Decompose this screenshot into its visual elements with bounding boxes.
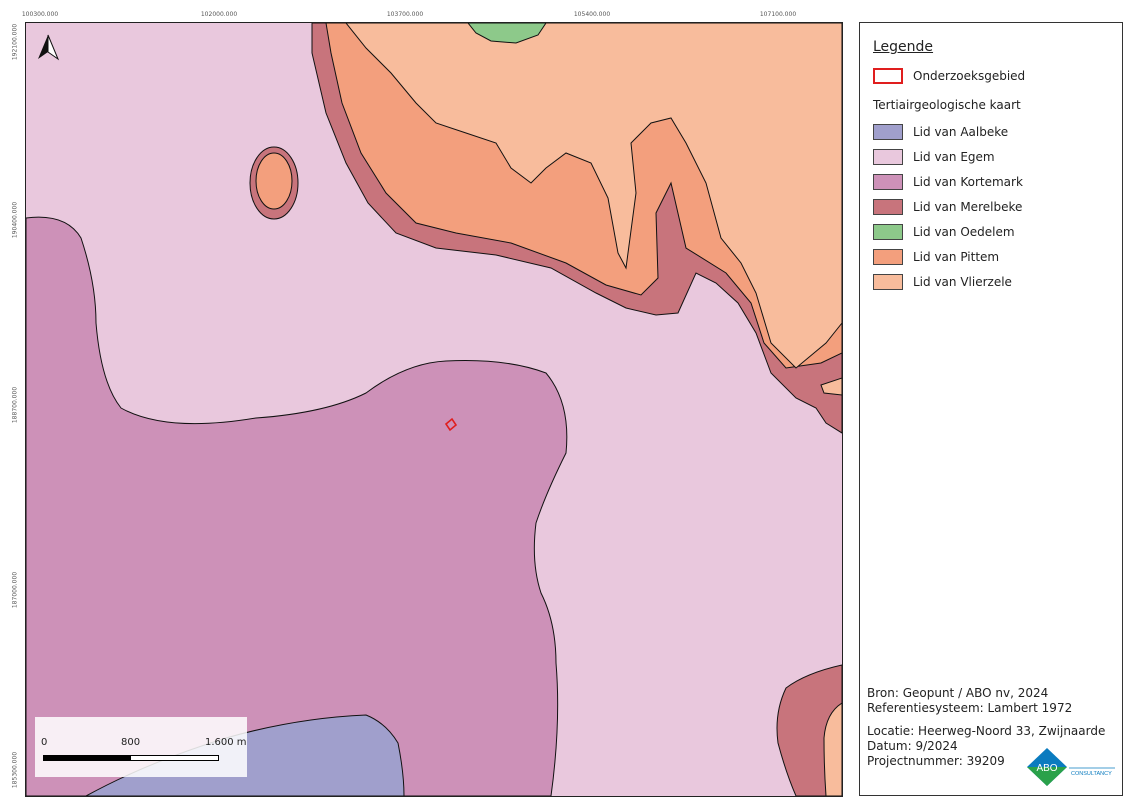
vlierzele-zone <box>345 23 842 369</box>
north-arrow-icon <box>38 34 60 61</box>
study-area-marker[interactable] <box>444 417 458 432</box>
scale-label-1600: 1.600 m <box>205 737 247 748</box>
info-location: Locatie: Heerweg-Noord 33, Zwijnaarde <box>867 724 1106 738</box>
coord-left-2: 190400.000 <box>11 201 19 239</box>
legend-item-vlierzele: Lid van Vlierzele <box>873 269 1023 294</box>
coord-left-5: 185300.000 <box>11 751 19 789</box>
info-reference: Referentiesysteem: Lambert 1972 <box>867 701 1073 715</box>
coord-top-1: 100300.000 <box>21 11 59 18</box>
logo-subtext: CONSULTANCY <box>1071 771 1112 777</box>
legend-label-egem: Lid van Egem <box>913 149 995 164</box>
map-canvas[interactable] <box>25 22 843 797</box>
coord-left-1: 192100.000 <box>11 23 19 61</box>
legend-panel: Legende Onderzoeksgebied Tertiairgeologi… <box>859 22 1123 676</box>
legend-label-aalbeke: Lid van Aalbeke <box>913 124 1009 139</box>
coord-top-3: 103700.000 <box>386 11 424 18</box>
legend-item-pittem: Lid van Pittem <box>873 244 1023 269</box>
legend-item-oedelem: Lid van Oedelem <box>873 219 1023 244</box>
swatch-egem <box>873 148 903 165</box>
legend-label-merelbeke: Lid van Merelbeke <box>913 199 1023 214</box>
swatch-aalbeke <box>873 123 903 140</box>
legend-item-kortemark: Lid van Kortemark <box>873 169 1023 194</box>
geology-map <box>26 23 842 796</box>
legend-list: Lid van Aalbeke Lid van Egem Lid van Kor… <box>873 119 1023 294</box>
coord-top-2: 102000.000 <box>200 11 238 18</box>
logo-text: ABO <box>1036 763 1057 774</box>
info-source: Bron: Geopunt / ABO nv, 2024 <box>867 686 1049 700</box>
legend-label-oedelem: Lid van Oedelem <box>913 224 1015 239</box>
legend-item-aalbeke: Lid van Aalbeke <box>873 119 1023 144</box>
legend-item-merelbeke: Lid van Merelbeke <box>873 194 1023 219</box>
scale-bar-fill <box>43 755 131 761</box>
legend-study-area: Onderzoeksgebied <box>873 68 1025 84</box>
scale-label-800: 800 <box>121 737 141 748</box>
info-project: Projectnummer: 39209 <box>867 754 1005 768</box>
coord-left-3: 188700.000 <box>11 386 19 424</box>
swatch-pittem <box>873 248 903 265</box>
info-date: Datum: 9/2024 <box>867 739 958 753</box>
coord-top-4: 105400.000 <box>573 11 611 18</box>
pittem-bottom-right <box>823 702 842 796</box>
legend-study-label: Onderzoeksgebied <box>913 69 1026 83</box>
coord-left-4: 187000.000 <box>11 571 19 609</box>
legend-title: Legende <box>873 39 934 55</box>
swatch-merelbeke <box>873 198 903 215</box>
info-panel: Bron: Geopunt / ABO nv, 2024 Referenties… <box>859 674 1123 796</box>
swatch-vlierzele <box>873 273 903 290</box>
coord-top-5: 107100.000 <box>759 11 797 18</box>
scale-label-0: 0 <box>41 737 48 748</box>
pittem-island <box>255 152 293 210</box>
oedelem-zone <box>467 23 547 44</box>
swatch-oedelem <box>873 223 903 240</box>
scale-bar: 0 800 1.600 m <box>35 717 247 777</box>
abo-logo-icon: ABO CONSULTANCY <box>1027 748 1115 786</box>
legend-label-pittem: Lid van Pittem <box>913 249 1000 264</box>
swatch-kortemark <box>873 173 903 190</box>
vlierzele-patch <box>820 377 842 396</box>
legend-label-vlierzele: Lid van Vlierzele <box>913 274 1012 289</box>
study-area-swatch <box>873 68 903 84</box>
legend-subtitle: Tertiairgeologische kaart <box>873 98 1021 112</box>
legend-label-kortemark: Lid van Kortemark <box>913 174 1023 189</box>
kortemark-zone <box>26 216 568 796</box>
legend-item-egem: Lid van Egem <box>873 144 1023 169</box>
